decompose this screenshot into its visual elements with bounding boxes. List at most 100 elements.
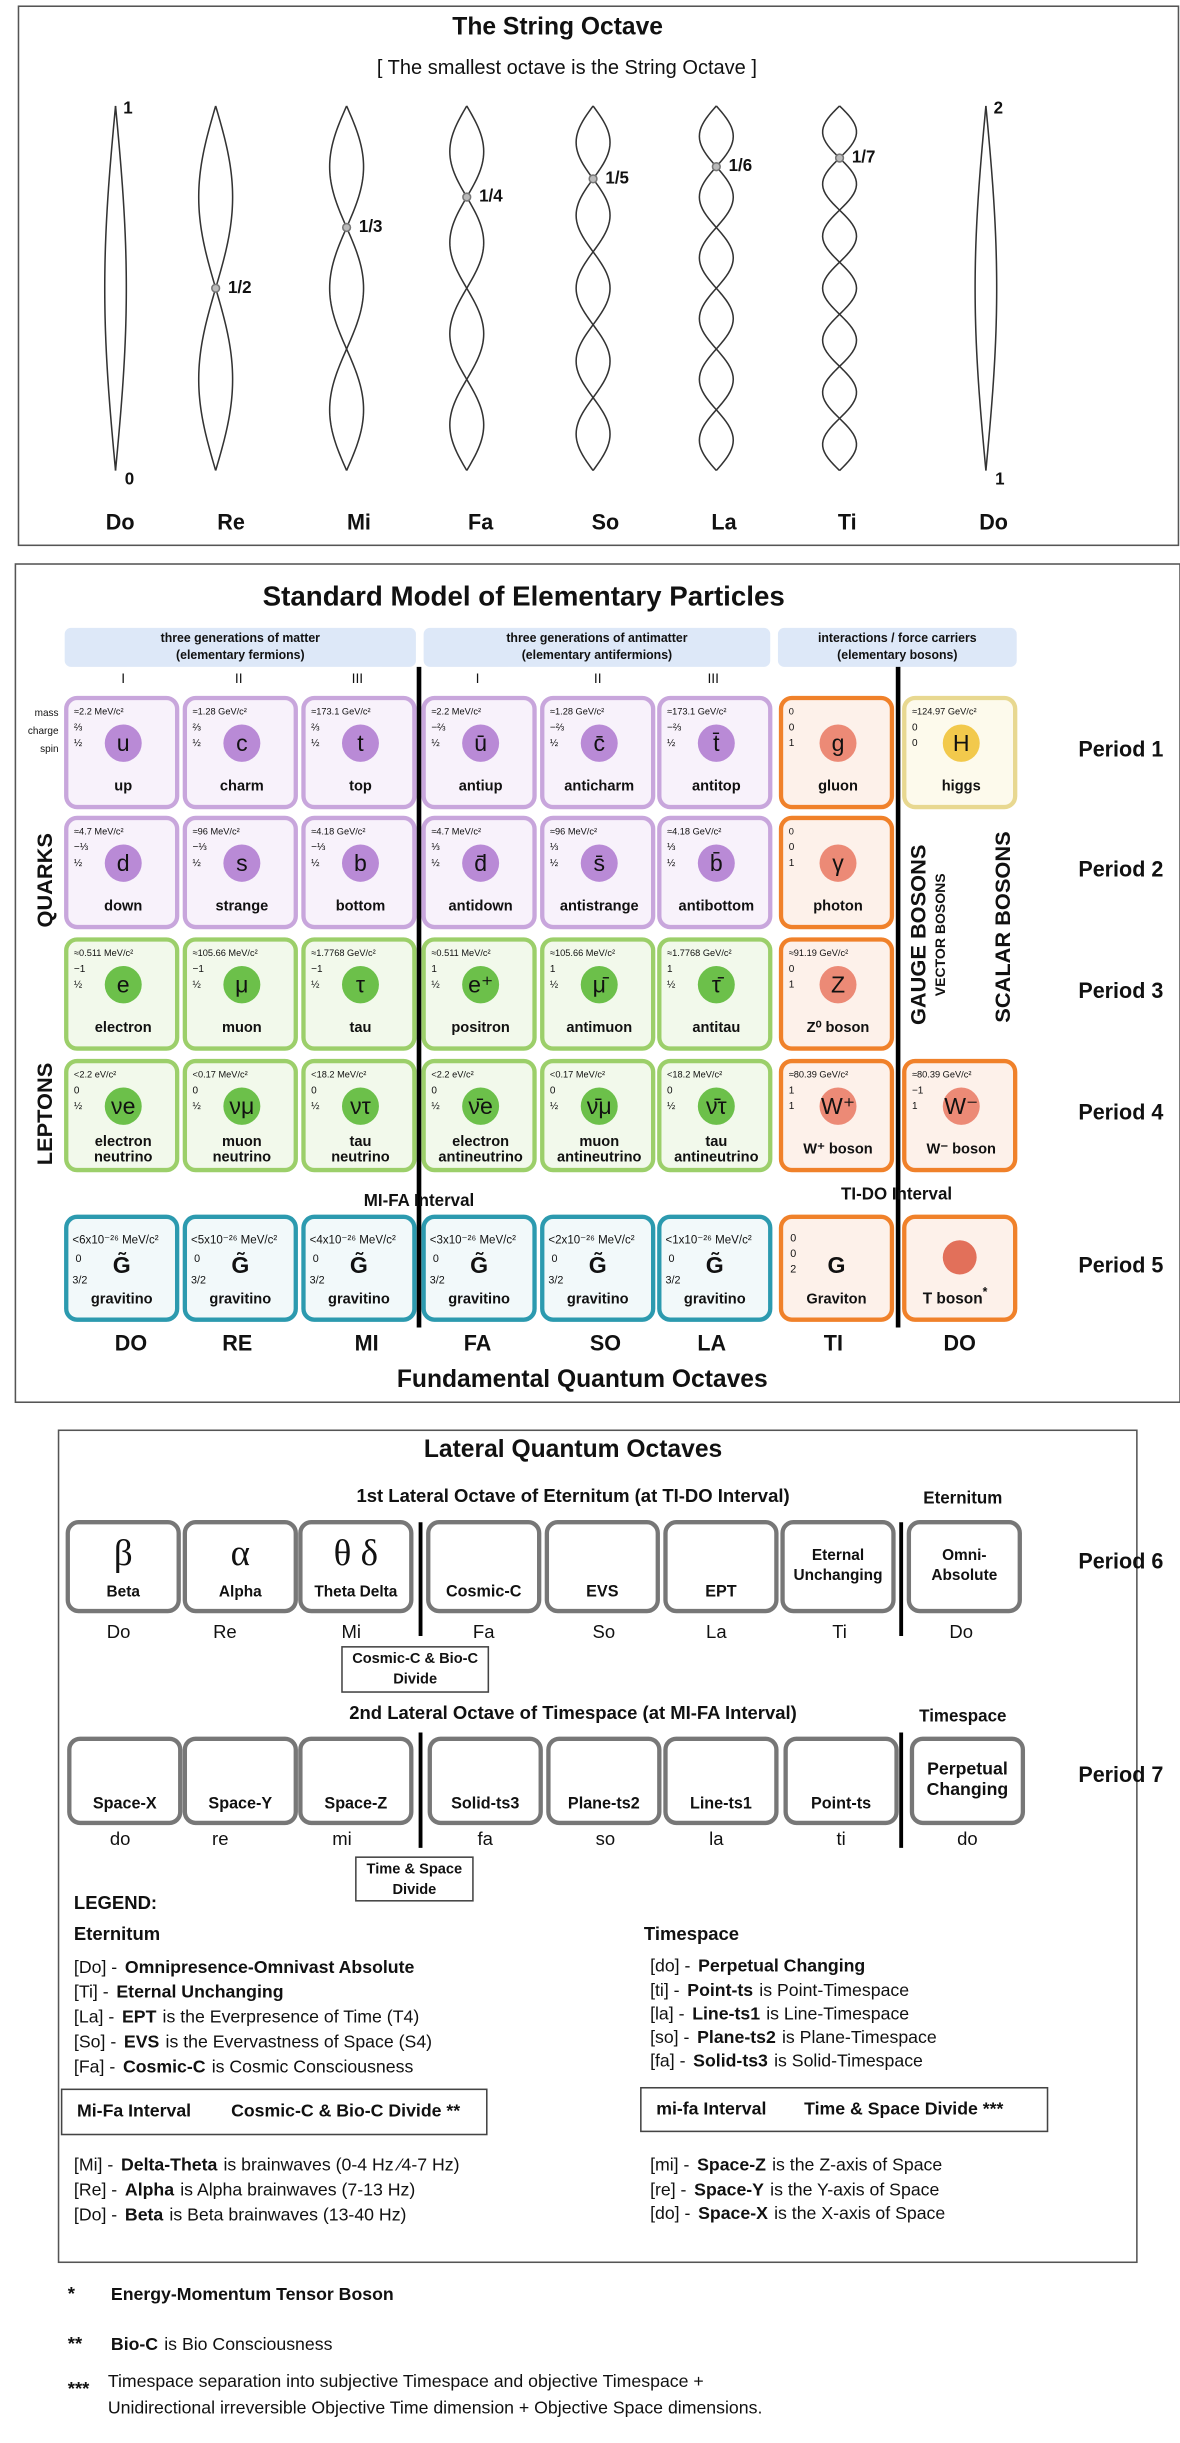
node-dot [711, 162, 721, 172]
particle-name: photon [813, 899, 863, 915]
spin: ½ [311, 738, 320, 749]
legend-term: Space-Z [697, 2154, 766, 2174]
divide-label: Cosmic-C & Bio-C [352, 1651, 478, 1667]
spin: ½ [74, 858, 83, 869]
mass: <4x10⁻²⁶ MeV/c² [310, 1233, 396, 1246]
particle-name: neutrino [331, 1149, 389, 1165]
note-label: ti [836, 1828, 845, 1849]
symbol: μ [235, 971, 248, 997]
legend-item: [Mi] - Delta-Theta is brainwaves (0-4 Hz ⁄… [74, 2154, 460, 2174]
mass: ≈124.97 GeV/c² [912, 706, 977, 716]
legend-key: [ti] - [650, 1980, 680, 2000]
particle-name: Graviton [806, 1291, 866, 1307]
particle-ball [104, 724, 142, 762]
string-octave-frame [17, 5, 1180, 547]
end-label: 1 [123, 99, 132, 118]
symbol: G̃ [113, 1251, 131, 1278]
spin: ½ [431, 858, 440, 869]
mass: ≈0.511 MeV/c² [74, 948, 133, 958]
spin: ½ [431, 979, 440, 990]
spin: ½ [550, 1101, 559, 1112]
symbol: τ [356, 971, 365, 997]
legend-item: [do] - Perpetual Changing [650, 1955, 865, 1975]
spin: ½ [311, 858, 320, 869]
charge: 1 [550, 964, 556, 975]
period-label: Period 2 [1078, 857, 1163, 882]
cell-name: Unchanging [794, 1567, 883, 1584]
particle-ball [462, 965, 500, 1004]
particle-ball [819, 844, 857, 882]
legend-text: is Cosmic Consciousness [212, 2056, 414, 2076]
footnote-text: Energy-Momentum Tensor Boson [111, 2284, 394, 2304]
cell-name: Perpetual [927, 1759, 1008, 1779]
note-label: mi [332, 1828, 351, 1849]
lateral-cell [427, 1736, 543, 1826]
symbol: W⁻ [944, 1093, 978, 1119]
note-label: so [596, 1828, 616, 1849]
charge: −⅔ [431, 722, 446, 733]
property-label: charge [28, 726, 59, 737]
charge: ⅓ [667, 842, 676, 853]
spin: ½ [193, 738, 202, 749]
legend-key: [do] - [650, 2203, 690, 2223]
particle-ball [697, 724, 735, 762]
particle-ball [697, 844, 735, 882]
legend-text: is Beta brainwaves (13-40 Hz) [169, 2204, 406, 2224]
mass: ≈105.66 MeV/c² [193, 948, 258, 958]
period-label: Period 4 [1078, 1100, 1163, 1125]
spin: ½ [193, 979, 202, 990]
node-label: 1/7 [852, 147, 876, 166]
interval-label: TI-DO Interval [841, 1184, 952, 1203]
particle-name: antidown [449, 899, 513, 915]
symbol: G̃ [589, 1251, 607, 1278]
string-wave [821, 105, 858, 472]
generation: III [352, 670, 364, 686]
charge: 0 [551, 1253, 557, 1265]
legend-text: is brainwaves (0-4 Hz ⁄4-7 Hz) [223, 2154, 459, 2174]
node-dot [588, 174, 598, 184]
symbol: ν̄μ [587, 1093, 612, 1119]
period-label: Period 1 [1078, 737, 1163, 762]
symbol: s [236, 850, 248, 876]
octave-heading: 1st Lateral Octave of Eternitum (at TI-D… [356, 1485, 789, 1506]
symbol: μ̄ [593, 971, 610, 997]
legend-item: [fa] - Solid-ts3 is Solid-Timespace [650, 2050, 923, 2070]
legend-title: LEGEND: [74, 1892, 157, 1913]
cell-name: EVS [586, 1583, 618, 1601]
legend-key: [do] - [650, 1955, 690, 1975]
node-label: 1/6 [729, 156, 753, 175]
interval-box [60, 2088, 488, 2136]
legend-text: is the Y-axis of Space [770, 2179, 939, 2199]
mass: ≈1.7768 GeV/c² [667, 948, 732, 958]
generation: I [476, 670, 480, 686]
period-label: Period 5 [1078, 1252, 1163, 1277]
footnote-text: Bio-C is Bio Consciousness [111, 2333, 333, 2353]
note-label: Do [979, 509, 1008, 534]
cell-name: EPT [705, 1583, 736, 1601]
mass: ≈80.39 GeV/c² [912, 1069, 971, 1079]
legend-key: [so] - [650, 2027, 689, 2047]
property-label: spin [40, 744, 58, 755]
symbol: ν̄τ [706, 1093, 727, 1119]
note-label: Do [106, 509, 135, 534]
symbol: b [354, 850, 367, 876]
particle-cell [421, 1214, 537, 1322]
particle-name: gluon [818, 779, 858, 795]
mass: ≈1.28 GeV/c² [550, 706, 604, 716]
title: Standard Model of Elementary Particles [263, 581, 785, 612]
legend-item: [mi] - Space-Z is the Z-axis of Space [650, 2154, 942, 2174]
mass: ≈173.1 GeV/c² [667, 706, 726, 716]
particle-name: bottom [336, 899, 386, 915]
particle-ball [223, 965, 261, 1004]
legend-key: [Fa] - [74, 2056, 115, 2076]
particle-ball [942, 1087, 980, 1125]
period-label: Period 6 [1078, 1548, 1163, 1573]
cell-name: Plane-ts2 [568, 1794, 640, 1812]
note-label: FA [464, 1330, 492, 1355]
symbol: νe [111, 1093, 135, 1119]
particle-cell [778, 1214, 895, 1322]
legend-item: [Ti] - Eternal Unchanging [74, 1981, 284, 2001]
spin: ½ [550, 979, 559, 990]
mass: <6x10⁻²⁶ MeV/c² [72, 1233, 158, 1246]
legend-item: [re] - Space-Y is the Y-axis of Space [650, 2179, 939, 2199]
